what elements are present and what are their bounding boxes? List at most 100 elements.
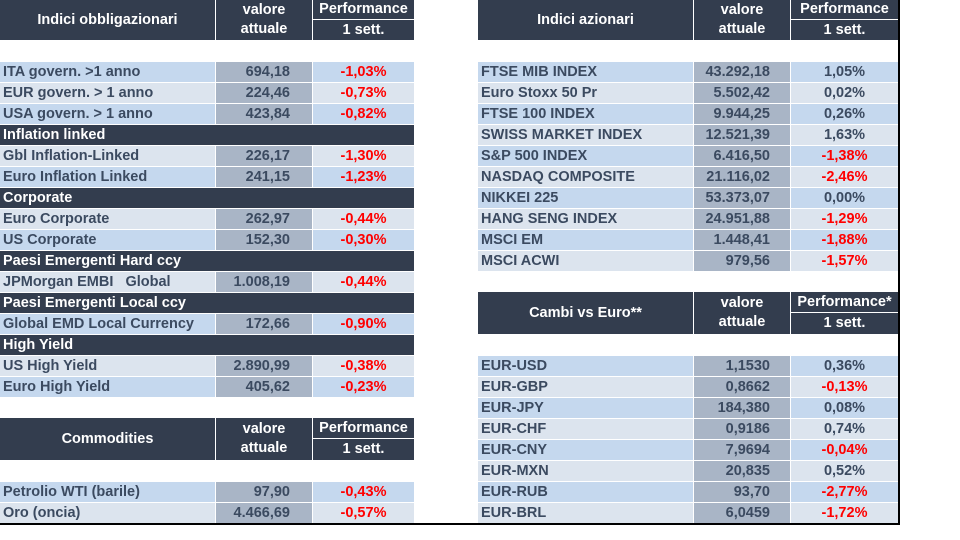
section-label: Paesi Emergenti Local ccy <box>0 293 215 313</box>
section-filler <box>216 251 414 271</box>
equity-table: Indici azionari valore attuale Performan… <box>478 0 898 274</box>
row-performance: -2,77% <box>791 482 898 502</box>
section-row: Corporate <box>0 188 414 208</box>
value-label-line1: valore <box>720 295 764 311</box>
bond-table: Indici obbligazionari valore attuale Per… <box>0 0 414 400</box>
value-label-line2: attuale <box>718 21 766 37</box>
performance-label-line1: Performance <box>791 0 898 19</box>
table-row: EUR-MXN 20,835 0,52% <box>478 461 898 481</box>
performance-label-line1: Performance <box>313 418 414 438</box>
table-row: US Corporate 152,30 -0,30% <box>0 230 414 250</box>
row-performance: -1,29% <box>791 209 898 229</box>
table-row: EUR govern. > 1 anno 224,46 -0,73% <box>0 83 414 103</box>
row-performance: -1,88% <box>791 230 898 250</box>
value-column-header: valore attuale <box>694 292 790 334</box>
row-name: EUR-CNY <box>478 440 693 460</box>
row-performance: 0,74% <box>791 419 898 439</box>
value-label-line2: attuale <box>240 21 288 37</box>
row-performance: -2,46% <box>791 167 898 187</box>
row-value: 21.116,02 <box>694 167 790 187</box>
row-value: 172,66 <box>216 314 312 334</box>
table-row: Euro Inflation Linked 241,15 -1,23% <box>0 167 414 187</box>
row-name: SWISS MARKET INDEX <box>478 125 693 145</box>
row-value: 6.416,50 <box>694 146 790 166</box>
row-value: 7,9694 <box>694 440 790 460</box>
row-name: Euro Inflation Linked <box>0 167 215 187</box>
performance-label-line2: 1 sett. <box>313 20 414 40</box>
performance-column-header: Performance* 1 sett. <box>791 292 898 334</box>
row-name: NASDAQ COMPOSITE <box>478 167 693 187</box>
row-name: Global EMD Local Currency <box>0 314 215 334</box>
row-value: 24.951,88 <box>694 209 790 229</box>
row-name: Gbl Inflation-Linked <box>0 146 215 166</box>
table-row: Global EMD Local Currency 172,66 -0,90% <box>0 314 414 334</box>
row-performance: -0,73% <box>313 83 414 103</box>
performance-column-header: Performance 1 sett. <box>791 0 898 40</box>
row-value: 694,18 <box>216 62 312 82</box>
row-name: EUR-BRL <box>478 503 693 523</box>
row-performance: 0,36% <box>791 356 898 376</box>
row-name: EUR-RUB <box>478 482 693 502</box>
table-row: FTSE MIB INDEX 43.292,18 1,05% <box>478 62 898 82</box>
value-label-line2: attuale <box>718 314 766 330</box>
value-column-header: valore attuale <box>216 0 312 40</box>
row-value: 6,0459 <box>694 503 790 523</box>
table-row: SWISS MARKET INDEX 12.521,39 1,63% <box>478 125 898 145</box>
table-row: MSCI ACWI 979,56 -1,57% <box>478 251 898 271</box>
row-name: FTSE 100 INDEX <box>478 104 693 124</box>
row-name: EUR-GBP <box>478 377 693 397</box>
section-row: Paesi Emergenti Hard ccy <box>0 251 414 271</box>
row-value: 5.502,42 <box>694 83 790 103</box>
section-label: High Yield <box>0 335 215 355</box>
bond-table-title: Indici obbligazionari <box>0 0 215 40</box>
performance-column-header: Performance 1 sett. <box>313 0 414 40</box>
table-row: Gbl Inflation-Linked 226,17 -1,30% <box>0 146 414 166</box>
row-value: 43.292,18 <box>694 62 790 82</box>
row-name: EUR-CHF <box>478 419 693 439</box>
table-row: NIKKEI 225 53.373,07 0,00% <box>478 188 898 208</box>
table-row: S&P 500 INDEX 6.416,50 -1,38% <box>478 146 898 166</box>
value-column-header: valore attuale <box>216 418 312 460</box>
performance-label-line2: 1 sett. <box>313 439 414 460</box>
row-name: Oro (oncia) <box>0 503 215 523</box>
row-name: NIKKEI 225 <box>478 188 693 208</box>
performance-label-line2: 1 sett. <box>791 20 898 40</box>
table-row: USA govern. > 1 anno 423,84 -0,82% <box>0 104 414 124</box>
row-performance: -0,90% <box>313 314 414 334</box>
row-performance: -0,30% <box>313 230 414 250</box>
row-value: 4.466,69 <box>216 503 312 523</box>
equity-table-title: Indici azionari <box>478 0 693 40</box>
row-name: EUR-JPY <box>478 398 693 418</box>
row-performance: -0,44% <box>313 209 414 229</box>
table-row: NASDAQ COMPOSITE 21.116,02 -2,46% <box>478 167 898 187</box>
row-name: Euro Corporate <box>0 209 215 229</box>
section-row: Inflation linked <box>0 125 414 145</box>
row-performance: -0,23% <box>313 377 414 397</box>
row-value: 93,70 <box>694 482 790 502</box>
row-value: 0,9186 <box>694 419 790 439</box>
row-name: HANG SENG INDEX <box>478 209 693 229</box>
table-row: EUR-BRL 6,0459 -1,72% <box>478 503 898 523</box>
table-row: EUR-JPY 184,380 0,08% <box>478 398 898 418</box>
row-value: 152,30 <box>216 230 312 250</box>
section-row: High Yield <box>0 335 414 355</box>
row-name: ITA govern. >1 anno <box>0 62 215 82</box>
section-row: Paesi Emergenti Local ccy <box>0 293 414 313</box>
row-performance: -0,44% <box>313 272 414 292</box>
row-value: 423,84 <box>216 104 312 124</box>
value-label-line1: valore <box>242 2 286 18</box>
row-value: 224,46 <box>216 83 312 103</box>
row-name: MSCI EM <box>478 230 693 250</box>
commodities-table-title: Commodities <box>0 418 215 460</box>
commodities-table: Commodities valore attuale Performance 1… <box>0 418 414 524</box>
table-row: Euro High Yield 405,62 -0,23% <box>0 377 414 397</box>
table-row: EUR-CHF 0,9186 0,74% <box>478 419 898 439</box>
value-label-line1: valore <box>242 421 286 437</box>
row-value: 405,62 <box>216 377 312 397</box>
table-row: HANG SENG INDEX 24.951,88 -1,29% <box>478 209 898 229</box>
fx-table: Cambi vs Euro** valore attuale Performan… <box>478 292 898 524</box>
row-name: EUR govern. > 1 anno <box>0 83 215 103</box>
table-row: Oro (oncia) 4.466,69 -0,57% <box>0 503 414 523</box>
row-name: US High Yield <box>0 356 215 376</box>
right-border-line <box>898 0 900 525</box>
